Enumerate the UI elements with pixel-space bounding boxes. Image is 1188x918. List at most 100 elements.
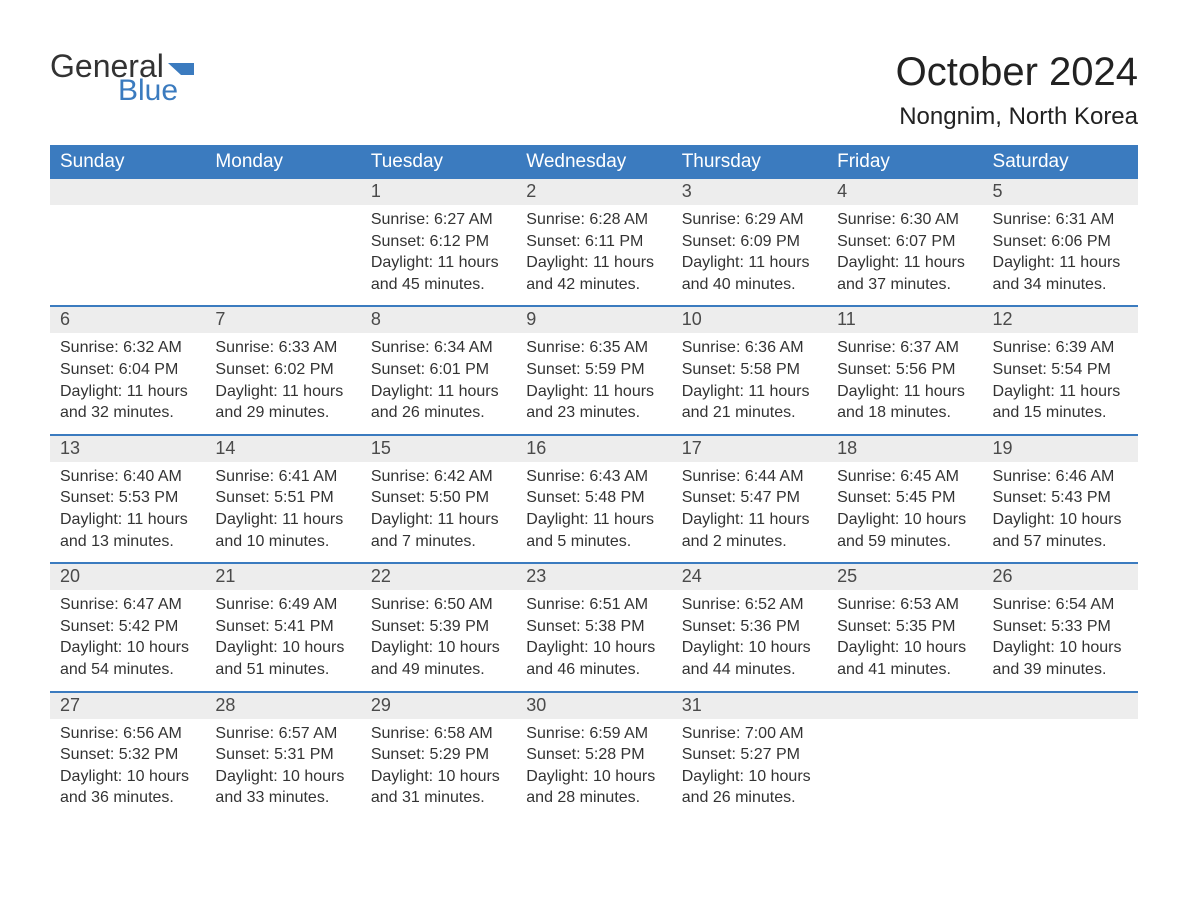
daylight-text: Daylight: 10 hours and 59 minutes.: [837, 509, 972, 552]
day-number: 18: [827, 436, 982, 462]
daylight-text: Daylight: 11 hours and 7 minutes.: [371, 509, 506, 552]
sunrise-text: Sunrise: 6:51 AM: [526, 594, 661, 616]
sunset-text: Sunset: 5:59 PM: [526, 359, 661, 381]
day-cell: 7Sunrise: 6:33 AMSunset: 6:02 PMDaylight…: [205, 306, 360, 434]
day-number: 7: [205, 307, 360, 333]
day-details: Sunrise: 6:45 AMSunset: 5:45 PMDaylight:…: [827, 462, 982, 562]
day-number: 2: [516, 179, 671, 205]
day-number: 17: [672, 436, 827, 462]
week-row: 6Sunrise: 6:32 AMSunset: 6:04 PMDaylight…: [50, 306, 1138, 434]
sunset-text: Sunset: 6:07 PM: [837, 231, 972, 253]
col-monday: Monday: [205, 145, 360, 179]
sunset-text: Sunset: 5:48 PM: [526, 487, 661, 509]
day-details: Sunrise: 6:29 AMSunset: 6:09 PMDaylight:…: [672, 205, 827, 305]
sunrise-text: Sunrise: 6:33 AM: [215, 337, 350, 359]
day-number: 26: [983, 564, 1138, 590]
sunrise-text: Sunrise: 6:52 AM: [682, 594, 817, 616]
sunrise-text: Sunrise: 6:32 AM: [60, 337, 195, 359]
daylight-text: Daylight: 10 hours and 41 minutes.: [837, 637, 972, 680]
day-number: 25: [827, 564, 982, 590]
sunset-text: Sunset: 5:45 PM: [837, 487, 972, 509]
daylight-text: Daylight: 10 hours and 31 minutes.: [371, 766, 506, 809]
daylight-text: Daylight: 10 hours and 33 minutes.: [215, 766, 350, 809]
sunrise-text: Sunrise: 6:35 AM: [526, 337, 661, 359]
day-details: Sunrise: 6:53 AMSunset: 5:35 PMDaylight:…: [827, 590, 982, 690]
sunset-text: Sunset: 5:29 PM: [371, 744, 506, 766]
day-number: [983, 693, 1138, 719]
day-details: Sunrise: 7:00 AMSunset: 5:27 PMDaylight:…: [672, 719, 827, 819]
day-number: 6: [50, 307, 205, 333]
day-cell: 23Sunrise: 6:51 AMSunset: 5:38 PMDayligh…: [516, 563, 671, 691]
day-number: 4: [827, 179, 982, 205]
day-cell: 21Sunrise: 6:49 AMSunset: 5:41 PMDayligh…: [205, 563, 360, 691]
sunrise-text: Sunrise: 6:30 AM: [837, 209, 972, 231]
sunset-text: Sunset: 6:04 PM: [60, 359, 195, 381]
day-number: 19: [983, 436, 1138, 462]
sunset-text: Sunset: 5:33 PM: [993, 616, 1128, 638]
day-details: Sunrise: 6:35 AMSunset: 5:59 PMDaylight:…: [516, 333, 671, 433]
daylight-text: Daylight: 11 hours and 29 minutes.: [215, 381, 350, 424]
col-thursday: Thursday: [672, 145, 827, 179]
day-number: 13: [50, 436, 205, 462]
sunset-text: Sunset: 5:41 PM: [215, 616, 350, 638]
day-number: 31: [672, 693, 827, 719]
day-number: 8: [361, 307, 516, 333]
header-row: Sunday Monday Tuesday Wednesday Thursday…: [50, 145, 1138, 179]
daylight-text: Daylight: 11 hours and 40 minutes.: [682, 252, 817, 295]
week-row: 13Sunrise: 6:40 AMSunset: 5:53 PMDayligh…: [50, 435, 1138, 563]
sunrise-text: Sunrise: 6:41 AM: [215, 466, 350, 488]
day-number: 28: [205, 693, 360, 719]
day-cell: 20Sunrise: 6:47 AMSunset: 5:42 PMDayligh…: [50, 563, 205, 691]
daylight-text: Daylight: 11 hours and 21 minutes.: [682, 381, 817, 424]
day-details: Sunrise: 6:40 AMSunset: 5:53 PMDaylight:…: [50, 462, 205, 562]
sunrise-text: Sunrise: 6:42 AM: [371, 466, 506, 488]
sunrise-text: Sunrise: 6:57 AM: [215, 723, 350, 745]
sunrise-text: Sunrise: 6:49 AM: [215, 594, 350, 616]
col-wednesday: Wednesday: [516, 145, 671, 179]
day-number: 16: [516, 436, 671, 462]
sunset-text: Sunset: 6:06 PM: [993, 231, 1128, 253]
day-details: Sunrise: 6:37 AMSunset: 5:56 PMDaylight:…: [827, 333, 982, 433]
day-details: Sunrise: 6:32 AMSunset: 6:04 PMDaylight:…: [50, 333, 205, 433]
day-cell: 27Sunrise: 6:56 AMSunset: 5:32 PMDayligh…: [50, 692, 205, 819]
day-cell: 11Sunrise: 6:37 AMSunset: 5:56 PMDayligh…: [827, 306, 982, 434]
week-row: 20Sunrise: 6:47 AMSunset: 5:42 PMDayligh…: [50, 563, 1138, 691]
sunset-text: Sunset: 5:51 PM: [215, 487, 350, 509]
day-details: Sunrise: 6:31 AMSunset: 6:06 PMDaylight:…: [983, 205, 1138, 305]
sunset-text: Sunset: 5:53 PM: [60, 487, 195, 509]
calendar-page: General Blue October 2024 Nongnim, North…: [0, 0, 1188, 859]
daylight-text: Daylight: 11 hours and 18 minutes.: [837, 381, 972, 424]
day-number: 30: [516, 693, 671, 719]
day-cell: 13Sunrise: 6:40 AMSunset: 5:53 PMDayligh…: [50, 435, 205, 563]
day-cell: 5Sunrise: 6:31 AMSunset: 6:06 PMDaylight…: [983, 179, 1138, 306]
daylight-text: Daylight: 10 hours and 51 minutes.: [215, 637, 350, 680]
day-details: Sunrise: 6:56 AMSunset: 5:32 PMDaylight:…: [50, 719, 205, 819]
day-cell: 19Sunrise: 6:46 AMSunset: 5:43 PMDayligh…: [983, 435, 1138, 563]
day-details: [983, 719, 1138, 733]
sunrise-text: Sunrise: 6:37 AM: [837, 337, 972, 359]
day-details: Sunrise: 6:44 AMSunset: 5:47 PMDaylight:…: [672, 462, 827, 562]
title-block: October 2024 Nongnim, North Korea: [896, 50, 1138, 131]
sunset-text: Sunset: 6:12 PM: [371, 231, 506, 253]
sunrise-text: Sunrise: 6:43 AM: [526, 466, 661, 488]
daylight-text: Daylight: 10 hours and 49 minutes.: [371, 637, 506, 680]
day-details: Sunrise: 6:47 AMSunset: 5:42 PMDaylight:…: [50, 590, 205, 690]
sunset-text: Sunset: 5:39 PM: [371, 616, 506, 638]
day-number: 1: [361, 179, 516, 205]
col-friday: Friday: [827, 145, 982, 179]
day-number: 27: [50, 693, 205, 719]
daylight-text: Daylight: 11 hours and 15 minutes.: [993, 381, 1128, 424]
sunset-text: Sunset: 5:35 PM: [837, 616, 972, 638]
sunset-text: Sunset: 6:09 PM: [682, 231, 817, 253]
daylight-text: Daylight: 10 hours and 46 minutes.: [526, 637, 661, 680]
logo: General Blue: [50, 50, 198, 106]
day-details: Sunrise: 6:41 AMSunset: 5:51 PMDaylight:…: [205, 462, 360, 562]
day-details: Sunrise: 6:33 AMSunset: 6:02 PMDaylight:…: [205, 333, 360, 433]
daylight-text: Daylight: 11 hours and 34 minutes.: [993, 252, 1128, 295]
sunrise-text: Sunrise: 6:46 AM: [993, 466, 1128, 488]
day-number: [50, 179, 205, 205]
day-cell: 25Sunrise: 6:53 AMSunset: 5:35 PMDayligh…: [827, 563, 982, 691]
day-number: 3: [672, 179, 827, 205]
sunset-text: Sunset: 5:56 PM: [837, 359, 972, 381]
day-cell: 8Sunrise: 6:34 AMSunset: 6:01 PMDaylight…: [361, 306, 516, 434]
